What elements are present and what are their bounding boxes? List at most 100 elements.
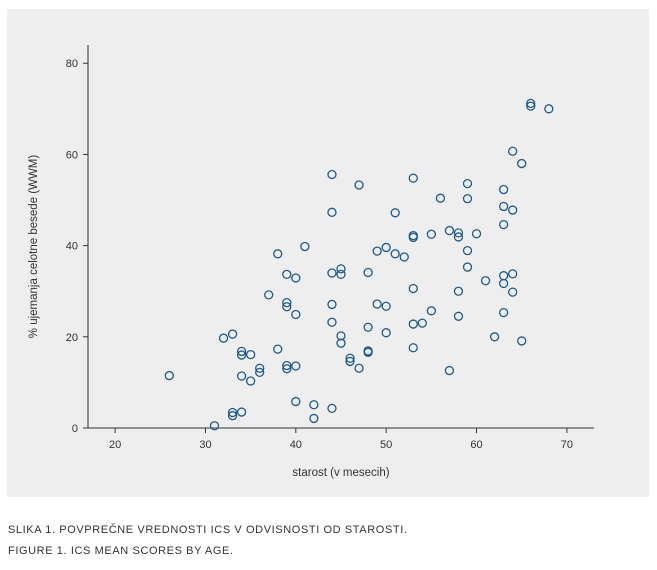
data-point bbox=[544, 104, 554, 114]
data-point bbox=[372, 299, 382, 309]
data-point bbox=[408, 319, 418, 329]
data-point bbox=[282, 302, 292, 312]
data-point bbox=[345, 356, 355, 367]
data-point bbox=[327, 299, 337, 310]
data-point bbox=[498, 219, 509, 230]
data-point bbox=[381, 242, 391, 253]
data-point bbox=[444, 225, 455, 236]
data-point bbox=[327, 207, 337, 217]
data-point bbox=[255, 363, 265, 373]
data-point bbox=[236, 407, 247, 417]
data-point bbox=[453, 286, 464, 296]
data-point bbox=[498, 278, 509, 289]
x-tick-label: 20 bbox=[109, 439, 121, 451]
data-point bbox=[354, 180, 364, 190]
x-tick-label: 40 bbox=[290, 439, 302, 451]
axes: 20 30 40 50 60 70 0 20 40 60 80 bbox=[66, 45, 594, 451]
data-point bbox=[236, 371, 247, 381]
scatter-chart: 20 30 40 50 60 70 0 20 40 60 80 starost (v mesecih… bbox=[28, 45, 594, 479]
data-point bbox=[426, 306, 437, 316]
data-point bbox=[255, 367, 265, 378]
data-point bbox=[498, 307, 509, 318]
data-point bbox=[218, 333, 229, 343]
y-tick-label: 40 bbox=[66, 241, 78, 253]
data-point bbox=[327, 403, 337, 414]
data-point bbox=[209, 421, 220, 431]
data-point bbox=[417, 318, 427, 328]
x-tick-label: 70 bbox=[561, 439, 573, 451]
data-point bbox=[336, 331, 346, 341]
x-tick-label: 50 bbox=[380, 439, 392, 451]
data-point bbox=[526, 101, 536, 111]
data-point bbox=[336, 338, 346, 348]
data-point bbox=[435, 193, 446, 203]
data-point bbox=[327, 317, 337, 327]
data-point bbox=[508, 287, 518, 297]
data-point bbox=[300, 241, 310, 252]
data-point bbox=[291, 396, 301, 407]
data-point bbox=[282, 364, 292, 374]
data-point bbox=[363, 347, 373, 357]
data-point bbox=[408, 173, 418, 183]
data-point bbox=[471, 229, 482, 239]
data-point bbox=[444, 365, 455, 376]
data-point bbox=[381, 328, 391, 338]
data-point bbox=[498, 184, 509, 195]
data-point bbox=[453, 228, 464, 238]
data-point bbox=[508, 269, 518, 279]
data-point bbox=[336, 264, 346, 274]
data-point bbox=[236, 346, 247, 357]
data-point bbox=[462, 262, 473, 272]
data-point bbox=[390, 249, 400, 259]
data-point bbox=[381, 301, 391, 311]
data-point bbox=[282, 269, 292, 279]
data-point bbox=[309, 413, 319, 424]
data-point bbox=[273, 344, 283, 354]
data-point bbox=[164, 370, 174, 381]
data-point bbox=[372, 246, 382, 256]
data-point bbox=[508, 205, 518, 215]
data-point bbox=[489, 332, 500, 342]
y-tick-label: 80 bbox=[66, 58, 78, 70]
data-point bbox=[508, 146, 518, 156]
data-point bbox=[462, 194, 473, 204]
y-tick-label: 20 bbox=[66, 332, 78, 344]
data-point bbox=[273, 249, 283, 259]
data-point bbox=[291, 361, 301, 371]
data-point bbox=[245, 376, 256, 386]
data-point bbox=[264, 290, 274, 300]
data-point bbox=[354, 363, 364, 373]
data-point bbox=[480, 276, 491, 286]
figure-panel: 20 30 40 50 60 70 0 20 40 60 80 starost (v mesecih… bbox=[7, 9, 649, 497]
data-point bbox=[399, 252, 409, 262]
data-point bbox=[408, 343, 418, 353]
x-tick-label: 60 bbox=[470, 439, 482, 451]
data-point bbox=[462, 178, 473, 189]
data-point bbox=[327, 169, 337, 180]
data-point bbox=[453, 232, 464, 242]
data-point bbox=[336, 269, 346, 279]
figure-caption-slovene: SLIKA 1. POVPREČNE VREDNOSTI ICS V ODVIS… bbox=[8, 524, 408, 536]
data-point bbox=[363, 267, 373, 278]
data-point bbox=[363, 322, 373, 332]
data-point bbox=[453, 311, 464, 321]
data-point bbox=[282, 297, 292, 308]
y-tick-label: 0 bbox=[72, 423, 78, 435]
data-point bbox=[291, 309, 301, 320]
data-point bbox=[227, 329, 238, 339]
data-point bbox=[426, 229, 437, 239]
data-point bbox=[498, 201, 509, 212]
data-point bbox=[236, 350, 247, 360]
x-tick-label: 30 bbox=[199, 439, 211, 451]
data-point bbox=[227, 407, 238, 418]
data-points bbox=[164, 98, 554, 431]
data-point bbox=[498, 271, 509, 281]
data-point bbox=[345, 353, 355, 363]
data-point bbox=[517, 336, 527, 346]
data-point bbox=[390, 208, 400, 218]
x-axis-title: starost (v mesecih) bbox=[292, 467, 389, 479]
data-point bbox=[282, 360, 292, 371]
data-point bbox=[227, 411, 238, 421]
data-point bbox=[526, 98, 536, 109]
data-point bbox=[408, 283, 418, 294]
